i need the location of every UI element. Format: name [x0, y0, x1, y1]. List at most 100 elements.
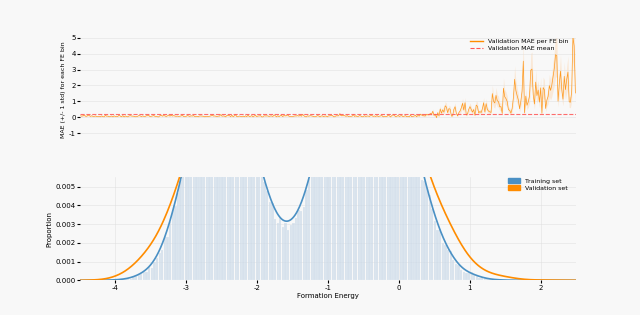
Bar	[376, 0, 378, 280]
Bar	[135, 276, 137, 280]
Bar	[339, 24, 342, 280]
Bar	[484, 278, 486, 280]
Bar	[429, 195, 431, 280]
Bar	[195, 102, 198, 280]
Bar	[205, 59, 208, 280]
Bar	[473, 275, 476, 280]
Bar	[148, 267, 150, 280]
X-axis label: Formation Energy: Formation Energy	[297, 293, 359, 299]
Bar	[458, 265, 460, 280]
Bar	[371, 0, 373, 280]
Bar	[355, 0, 358, 280]
Bar	[209, 56, 211, 280]
Bar	[410, 113, 413, 280]
Bar	[387, 4, 389, 280]
Bar	[389, 17, 392, 280]
Bar	[140, 274, 143, 280]
Bar	[481, 277, 483, 280]
Bar	[182, 168, 184, 280]
Bar	[476, 276, 478, 280]
Bar	[392, 36, 394, 280]
Bar	[405, 92, 407, 280]
Bar	[193, 121, 195, 280]
Bar	[350, 0, 352, 280]
Bar	[418, 156, 420, 280]
Bar	[177, 193, 179, 280]
Bar	[334, 47, 337, 280]
Bar	[164, 237, 166, 280]
Y-axis label: Proportion: Proportion	[47, 211, 53, 247]
Bar	[449, 251, 452, 280]
Bar	[413, 129, 415, 280]
Bar	[211, 55, 213, 280]
Bar	[381, 0, 383, 280]
Bar	[185, 161, 187, 280]
Bar	[379, 0, 381, 280]
Bar	[455, 264, 457, 280]
Bar	[478, 278, 481, 280]
Bar	[279, 218, 282, 280]
Bar	[287, 230, 289, 280]
Bar	[394, 31, 397, 280]
Bar	[363, 0, 365, 280]
Bar	[332, 55, 334, 280]
Bar	[439, 229, 442, 280]
Bar	[400, 69, 402, 280]
Bar	[468, 272, 470, 280]
Bar	[203, 73, 205, 280]
Bar	[292, 223, 294, 280]
Bar	[274, 219, 276, 280]
Bar	[431, 209, 433, 280]
Bar	[150, 268, 153, 280]
Bar	[403, 73, 404, 280]
Bar	[245, 99, 247, 280]
Bar	[130, 279, 132, 280]
Bar	[190, 138, 192, 280]
Bar	[156, 258, 158, 280]
Bar	[253, 138, 255, 280]
Bar	[258, 168, 260, 280]
Bar	[248, 121, 250, 280]
Bar	[423, 181, 426, 280]
Bar	[321, 115, 323, 280]
Bar	[300, 211, 303, 280]
Bar	[234, 51, 237, 280]
Y-axis label: MAE (+/- 1 std) for each FE bin: MAE (+/- 1 std) for each FE bin	[61, 41, 66, 138]
Bar	[447, 249, 449, 280]
Bar	[124, 279, 127, 280]
Bar	[188, 142, 189, 280]
Bar	[442, 243, 444, 280]
Bar	[174, 205, 177, 280]
Bar	[444, 245, 447, 280]
Bar	[221, 33, 224, 280]
Bar	[266, 191, 268, 280]
Bar	[145, 272, 148, 280]
Bar	[326, 96, 328, 280]
Bar	[127, 279, 129, 280]
Bar	[470, 272, 473, 280]
Bar	[452, 260, 454, 280]
Bar	[227, 29, 229, 280]
Bar	[358, 0, 360, 280]
Bar	[271, 203, 273, 280]
Bar	[169, 222, 172, 280]
Bar	[132, 277, 134, 280]
Bar	[298, 210, 300, 280]
Legend: Validation MAE per FE bin, Validation MAE mean: Validation MAE per FE bin, Validation MA…	[470, 39, 568, 51]
Bar	[329, 76, 332, 280]
Bar	[420, 180, 423, 280]
Bar	[308, 180, 310, 280]
Bar	[324, 102, 326, 280]
Bar	[319, 140, 321, 280]
Bar	[368, 0, 371, 280]
Bar	[250, 120, 253, 280]
Bar	[316, 160, 318, 280]
Bar	[305, 190, 308, 280]
Bar	[214, 45, 216, 280]
Bar	[161, 250, 163, 280]
Bar	[143, 272, 145, 280]
Bar	[159, 253, 161, 280]
Bar	[138, 275, 140, 280]
Bar	[284, 223, 287, 280]
Bar	[243, 83, 244, 280]
